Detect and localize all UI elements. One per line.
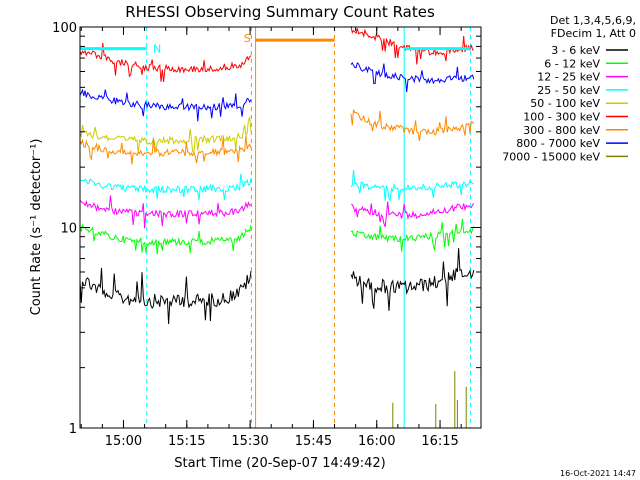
series-7 — [79, 61, 475, 122]
legend-header-line-1: Det 1,3,4,5,6,9, — [550, 14, 636, 27]
series-3 — [79, 169, 474, 203]
series-line-4 — [79, 116, 252, 154]
series-line-0 — [350, 248, 475, 311]
y-tick-label-2: 100 — [52, 21, 77, 36]
series-line-2 — [79, 195, 252, 229]
legend-label-8: 7000 - 15000 keV — [502, 150, 600, 163]
series-line-3 — [350, 169, 474, 203]
x-tick-label-3: 15:45 — [295, 434, 332, 449]
series-line-7 — [79, 88, 252, 122]
series-2 — [79, 195, 475, 229]
legend-label-5: 100 - 300 keV — [523, 111, 600, 124]
legend-label-0: 3 - 6 keV — [551, 44, 600, 57]
series-line-6 — [79, 135, 252, 165]
series-line-6 — [350, 109, 475, 141]
legend-header-line-2: FDecim 1, Att 0 — [551, 27, 636, 40]
legend-label-2: 12 - 25 keV — [537, 71, 600, 84]
series-line-1 — [350, 218, 475, 252]
footer-timestamp: 16-Oct-2021 14:47 — [560, 469, 636, 478]
x-tick-label-0: 15:00 — [105, 434, 142, 449]
series-line-1 — [79, 223, 252, 255]
axes: 15:00 15:15 15:30 15:45 16:00 16:15 1 10 100 — [52, 21, 481, 449]
legend-label-4: 50 - 100 keV — [530, 97, 600, 110]
series-line-5 — [79, 42, 252, 82]
x-axis-label: Start Time (20-Sep-07 14:49:42) — [174, 456, 385, 471]
series-0 — [79, 248, 475, 325]
x-tick-label-2: 15:30 — [231, 434, 268, 449]
annotation-n: N — [153, 43, 161, 56]
legend-label-1: 6 - 12 keV — [544, 57, 600, 70]
legend-label-3: 25 - 50 keV — [537, 84, 600, 97]
series-4 — [79, 116, 252, 154]
legend-label-7: 800 - 7000 keV — [516, 137, 600, 150]
x-tick-label-4: 16:00 — [358, 434, 395, 449]
series-1 — [79, 218, 475, 255]
series-6 — [79, 109, 475, 165]
y-tick-label-0: 1 — [69, 422, 77, 437]
x-tick-label-1: 15:15 — [168, 434, 205, 449]
x-tick-label-5: 16:15 — [421, 434, 458, 449]
series-line-2 — [350, 201, 475, 227]
series-line-7 — [350, 61, 475, 93]
y-axis-label: Count Rate (s⁻¹ detector⁻¹) — [29, 139, 44, 316]
y-tick-label-1: 10 — [60, 222, 77, 237]
legend-label-6: 300 - 800 keV — [523, 124, 600, 137]
annotation-s: S — [244, 32, 251, 45]
series-line-3 — [79, 173, 252, 201]
series-line-0 — [79, 267, 252, 325]
chart-title: RHESSI Observing Summary Count Rates — [125, 3, 435, 21]
